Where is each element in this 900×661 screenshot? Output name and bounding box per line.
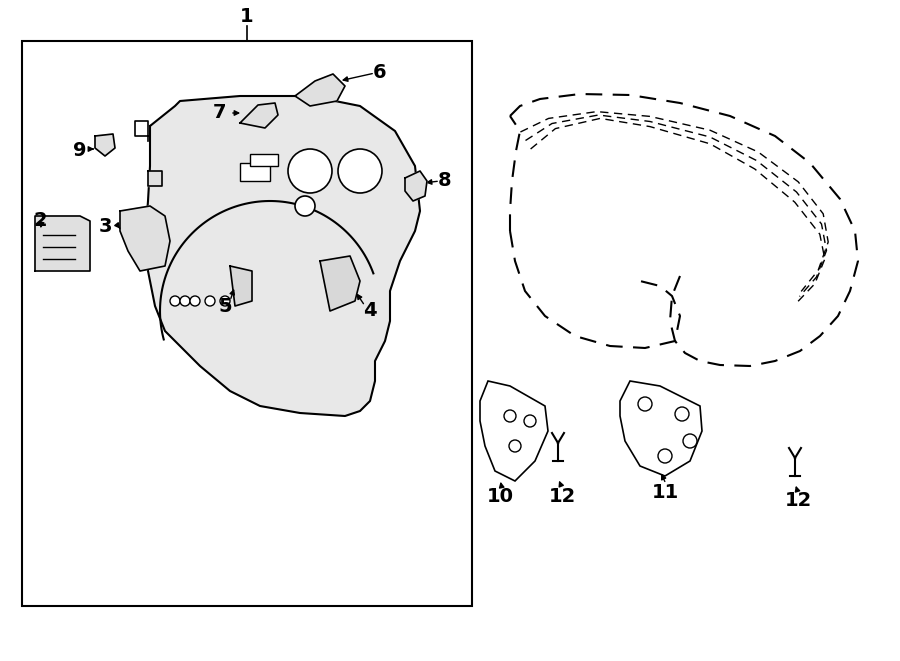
- Circle shape: [205, 296, 215, 306]
- Text: 12: 12: [548, 486, 576, 506]
- Circle shape: [180, 296, 190, 306]
- Polygon shape: [240, 103, 278, 128]
- Text: 11: 11: [652, 483, 679, 502]
- Polygon shape: [320, 256, 360, 311]
- Text: 7: 7: [213, 104, 227, 122]
- Circle shape: [683, 434, 697, 448]
- FancyBboxPatch shape: [22, 41, 472, 606]
- Polygon shape: [35, 216, 90, 271]
- Text: 1: 1: [240, 7, 254, 26]
- Text: 3: 3: [98, 217, 112, 235]
- Polygon shape: [405, 171, 427, 201]
- Polygon shape: [95, 134, 115, 156]
- Circle shape: [524, 415, 536, 427]
- Circle shape: [638, 397, 652, 411]
- Circle shape: [675, 407, 689, 421]
- Circle shape: [288, 149, 332, 193]
- Circle shape: [509, 440, 521, 452]
- Polygon shape: [148, 171, 162, 186]
- Circle shape: [658, 449, 672, 463]
- Polygon shape: [480, 381, 548, 481]
- Polygon shape: [295, 74, 345, 106]
- Circle shape: [170, 296, 180, 306]
- Polygon shape: [145, 96, 420, 416]
- Text: 4: 4: [364, 301, 377, 321]
- Text: 9: 9: [73, 141, 86, 161]
- Text: 12: 12: [785, 492, 812, 510]
- FancyBboxPatch shape: [250, 154, 278, 166]
- Circle shape: [338, 149, 382, 193]
- Circle shape: [504, 410, 516, 422]
- Text: 10: 10: [487, 486, 514, 506]
- Text: 6: 6: [374, 63, 387, 83]
- FancyBboxPatch shape: [240, 163, 270, 181]
- Circle shape: [190, 296, 200, 306]
- Text: 2: 2: [33, 212, 47, 231]
- Text: 8: 8: [438, 171, 452, 190]
- Polygon shape: [230, 266, 252, 306]
- Polygon shape: [120, 206, 170, 271]
- Polygon shape: [620, 381, 702, 476]
- Text: 5: 5: [218, 297, 232, 315]
- Circle shape: [220, 296, 230, 306]
- Circle shape: [295, 196, 315, 216]
